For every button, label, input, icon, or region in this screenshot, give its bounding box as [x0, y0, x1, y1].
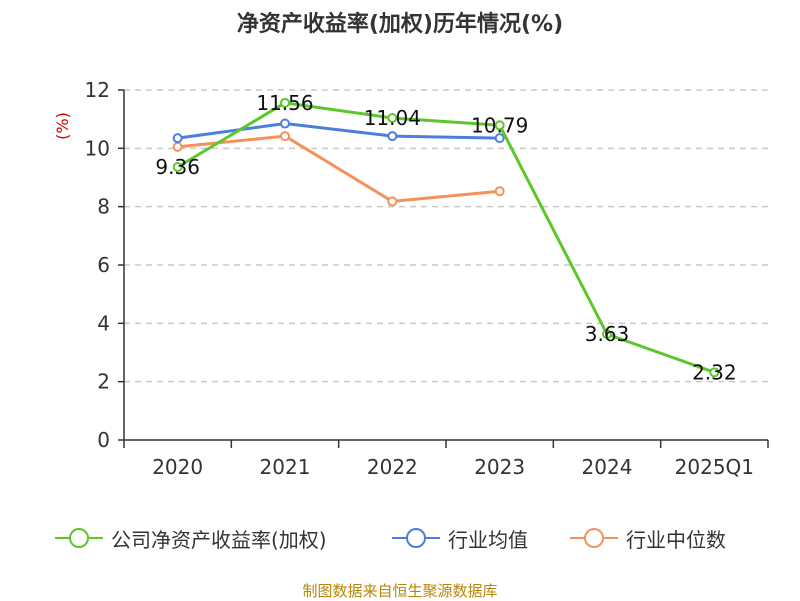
legend-marker-company-roe	[55, 528, 103, 548]
x-tick-label: 2023	[474, 455, 525, 479]
y-tick-label: 2	[97, 370, 110, 394]
data-label: 10.79	[471, 113, 528, 137]
legend-item-industry-median[interactable]: 行业中位数	[570, 520, 726, 556]
data-label: 2.32	[692, 360, 737, 384]
legend-item-company-roe[interactable]: 公司净资产收益率(加权)	[55, 520, 327, 556]
data-point[interactable]	[387, 113, 398, 123]
data-point[interactable]	[280, 118, 290, 129]
x-tick-label: 2024	[582, 455, 633, 479]
y-tick-label: 8	[97, 195, 110, 219]
x-tick-label: 2021	[260, 455, 311, 479]
data-point[interactable]	[494, 120, 505, 131]
data-point[interactable]	[494, 186, 505, 197]
data-point[interactable]	[602, 329, 612, 340]
x-tick-label: 2025Q1	[675, 455, 754, 479]
y-tick-label: 12	[85, 78, 110, 102]
legend: 公司净资产收益率(加权) 行业均值 行业中位数	[0, 520, 800, 556]
y-tick-label: 6	[97, 253, 110, 277]
data-point[interactable]	[494, 133, 505, 144]
x-tick-label: 2020	[152, 455, 203, 479]
y-tick-label: 0	[97, 428, 110, 452]
data-label: 11.56	[256, 91, 313, 115]
legend-marker-industry-average	[392, 528, 440, 548]
series-line	[177, 122, 500, 140]
series-lines	[172, 97, 720, 378]
axes: 0 2 4 6 8 10 12 2020 2021 2022 2023 2024 2025Q1	[85, 78, 769, 479]
legend-label-company-roe: 公司净资产收益率(加权)	[111, 527, 327, 552]
data-point[interactable]	[387, 196, 398, 207]
x-tick-label: 2022	[367, 455, 418, 479]
data-point[interactable]	[172, 162, 183, 172]
data-source: 制图数据来自恒生聚源数据库	[302, 582, 498, 600]
series-2	[172, 131, 505, 207]
legend-item-industry-average[interactable]: 行业均值	[392, 520, 528, 556]
legend-label-industry-median: 行业中位数	[626, 527, 726, 552]
data-point[interactable]	[280, 131, 290, 142]
legend-label-industry-average: 行业均值	[448, 527, 528, 552]
y-tick-label: 4	[97, 311, 110, 335]
data-point[interactable]	[280, 97, 290, 108]
series-line	[177, 134, 500, 203]
chart-title: 净资产收益率(加权)历年情况(%)	[236, 12, 564, 37]
legend-marker-industry-median	[570, 528, 618, 548]
data-point[interactable]	[709, 367, 720, 378]
data-point[interactable]	[387, 131, 398, 142]
data-point[interactable]	[172, 141, 183, 152]
series-0	[172, 97, 720, 378]
series-line	[176, 101, 715, 374]
data-label: 9.36	[155, 155, 200, 179]
gridlines	[124, 89, 768, 383]
y-tick-label: 10	[85, 136, 110, 160]
data-label: 3.63	[585, 322, 630, 346]
series-1	[172, 118, 505, 144]
data-label: 11.04	[364, 106, 421, 130]
y-unit-label: (%)	[53, 112, 72, 140]
data-point[interactable]	[172, 133, 183, 144]
data-labels: 9.36 11.56 11.04 10.79 3.63 2.32	[155, 91, 736, 385]
